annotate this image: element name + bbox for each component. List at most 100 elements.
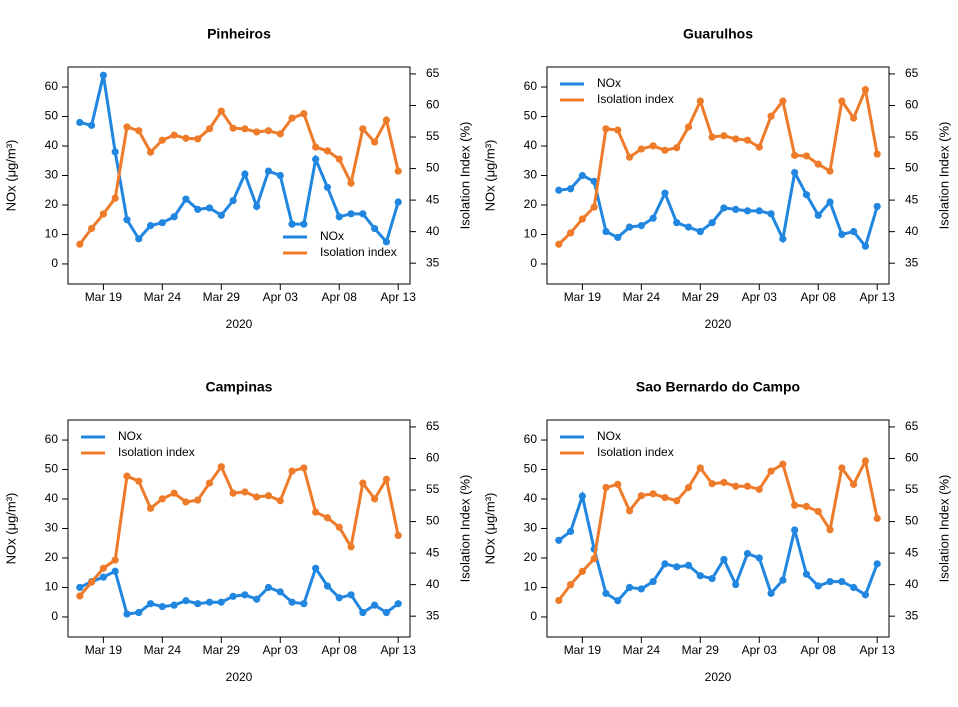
data-point — [614, 233, 622, 242]
data-point — [300, 220, 308, 228]
data-point — [696, 572, 704, 580]
data-point — [732, 135, 740, 143]
y2-tick-label: 40 — [905, 224, 919, 238]
data-point — [323, 582, 332, 590]
y-tick-label: 10 — [524, 580, 538, 594]
data-point — [791, 151, 799, 159]
data-point — [850, 583, 858, 592]
data-point — [111, 194, 119, 202]
legend-label: Isolation index — [597, 92, 674, 106]
data-point — [861, 242, 870, 250]
x-tick-label: Apr 13 — [381, 643, 417, 657]
data-point — [347, 179, 355, 187]
y-tick-label: 30 — [45, 521, 59, 535]
x-tick-label: Mar 29 — [682, 290, 720, 304]
data-point — [87, 224, 96, 233]
series-line — [557, 456, 879, 602]
y2-tick-label: 55 — [426, 482, 440, 496]
y-tick-label: 50 — [45, 109, 59, 123]
data-point — [276, 588, 284, 596]
data-point — [838, 230, 846, 239]
y2-tick-label: 65 — [905, 419, 919, 433]
data-point — [170, 131, 178, 139]
data-point — [861, 86, 870, 94]
y2-tick-label: 55 — [426, 129, 440, 143]
data-point — [135, 235, 143, 243]
data-point — [661, 146, 669, 154]
data-point — [241, 125, 249, 133]
data-point — [555, 596, 563, 605]
data-point — [838, 97, 846, 105]
data-point — [135, 608, 143, 617]
data-point — [732, 482, 740, 490]
data-point — [873, 560, 881, 568]
data-point — [850, 227, 858, 236]
data-point — [661, 560, 669, 568]
data-point — [708, 480, 716, 488]
data-point — [276, 130, 284, 138]
x-tick-label: Apr 08 — [322, 290, 358, 304]
y-axis-label: NOx (μg/m³) — [482, 140, 497, 212]
y-tick-label: 40 — [524, 138, 538, 152]
data-point — [229, 124, 237, 132]
data-point — [123, 216, 131, 224]
data-point — [625, 507, 634, 515]
data-point — [158, 603, 166, 611]
data-point — [217, 211, 225, 219]
y-tick-label: 10 — [45, 227, 59, 241]
data-point — [182, 134, 190, 142]
y2-tick-label: 50 — [905, 514, 919, 528]
y-tick-label: 50 — [524, 462, 538, 476]
y2-tick-label: 65 — [426, 419, 440, 433]
data-point — [394, 167, 402, 175]
data-point — [394, 531, 402, 540]
series-line — [557, 490, 879, 603]
data-point — [87, 578, 96, 586]
y2-tick-label: 45 — [426, 192, 440, 206]
data-point — [217, 463, 225, 471]
x-tick-label: Apr 03 — [742, 643, 778, 657]
data-point — [590, 177, 598, 185]
y-tick-label: 50 — [45, 462, 59, 476]
data-point — [732, 205, 740, 214]
data-point — [673, 497, 681, 505]
data-point — [732, 580, 740, 589]
data-point — [371, 495, 379, 503]
series-line — [558, 168, 879, 250]
data-point — [288, 467, 296, 475]
data-point — [264, 127, 273, 135]
data-point — [743, 549, 752, 558]
data-point — [625, 153, 634, 161]
x-axis-label: 2020 — [226, 670, 253, 684]
y-tick-label: 0 — [530, 256, 537, 270]
y2-tick-label: 35 — [905, 608, 919, 622]
y2-axis-label: Isolation Index (%) — [457, 475, 472, 583]
data-point — [382, 238, 391, 246]
data-point — [708, 133, 716, 141]
data-point — [578, 492, 586, 500]
data-point — [217, 107, 225, 115]
data-point — [382, 475, 391, 483]
panel-title: Sao Bernardo do Campo — [636, 379, 800, 395]
y-tick-label: 20 — [45, 197, 59, 211]
data-point — [614, 480, 622, 488]
data-point — [205, 598, 214, 606]
data-point — [335, 155, 343, 163]
y-tick-label: 10 — [45, 580, 59, 594]
data-point — [637, 492, 645, 500]
y-tick-label: 0 — [530, 609, 537, 623]
y-tick-label: 20 — [524, 550, 538, 564]
x-tick-label: Mar 19 — [564, 290, 602, 304]
legend-label: NOx — [118, 429, 142, 443]
data-point — [637, 222, 645, 230]
data-point — [555, 240, 563, 248]
x-tick-label: Apr 03 — [742, 290, 778, 304]
data-point — [300, 600, 308, 608]
y-tick-label: 60 — [45, 79, 59, 93]
data-point — [264, 167, 273, 175]
data-point — [312, 564, 320, 572]
series-line — [557, 84, 879, 246]
data-point — [767, 210, 775, 218]
data-point — [873, 150, 881, 158]
